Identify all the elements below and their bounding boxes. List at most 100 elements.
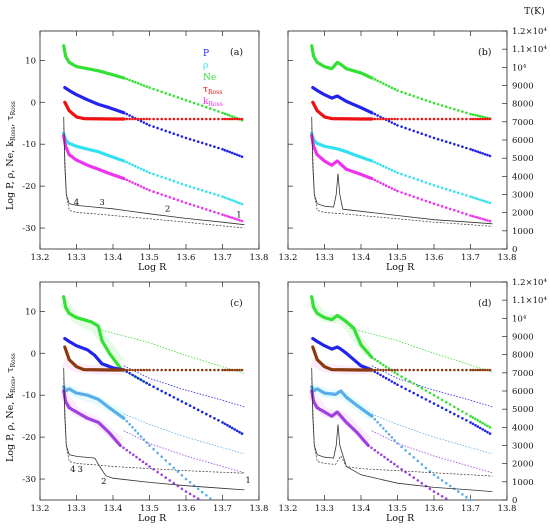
panel-d-series-ross-point xyxy=(396,368,399,372)
panel-d-series-kross-point xyxy=(420,481,424,485)
panel-a-series-ne-point xyxy=(139,83,143,86)
panel-b-series-ross-point xyxy=(396,117,399,121)
panel-b-series-ne-point xyxy=(448,106,452,110)
panel-b-series--point xyxy=(384,166,388,169)
panel-d-series--point xyxy=(461,493,464,496)
panel-b-series-ross-point xyxy=(461,117,464,121)
panel-d-series-ross-point xyxy=(379,368,382,372)
panel-a-series-p-point xyxy=(196,140,200,143)
panel-c-series--point xyxy=(168,462,172,466)
panel-a-series-ross-point xyxy=(200,117,204,121)
panel-d-series-ne-point xyxy=(478,420,482,424)
panel-b-y2-tick-label: 1000 xyxy=(512,227,534,237)
panel-b-series-kross-point xyxy=(420,198,424,201)
panel-d-series--point xyxy=(424,466,428,470)
panel-b-series-p-point xyxy=(436,137,440,141)
panel-a-series-ross-point xyxy=(228,117,232,121)
panel-d-series-p-point xyxy=(453,412,456,416)
panel-d-series-ross-line xyxy=(311,345,374,372)
panel-label-a: (a) xyxy=(230,47,243,58)
panel-a-series-kross-point xyxy=(200,206,204,210)
panel-a-series-ne-point xyxy=(180,97,184,101)
panel-d-series-kross-point xyxy=(370,446,373,450)
panel-b-series-kross-point xyxy=(412,195,416,198)
panel-c-series-p-point xyxy=(217,419,220,422)
panel-d-y2-tick-label: 7000 xyxy=(512,369,534,379)
panel-d-series-ross-point xyxy=(420,368,424,372)
panel-c-series-ross-point xyxy=(213,368,216,372)
panel-b-y2-tick-label: 0 xyxy=(512,245,517,255)
panel-a-series-ross-point xyxy=(180,117,184,121)
panel-c-series-ross-point xyxy=(209,368,212,372)
panel-b-series-kross-point xyxy=(428,201,432,204)
panel-a-series-kross-point xyxy=(136,183,140,187)
panel-c-x-tick-label: 13.3 xyxy=(67,504,86,514)
panel-c-series--point xyxy=(176,470,180,473)
panel-d-series-ne-point xyxy=(481,421,485,425)
panel-d-series-ross-point xyxy=(469,368,472,372)
panel-b-series--point xyxy=(478,198,482,202)
panel-a-series-ne-point xyxy=(164,91,167,95)
panel-b-series--point xyxy=(488,201,492,205)
panel-d-series-p-line xyxy=(311,337,374,372)
panel-c-series-ross-point xyxy=(136,368,140,372)
panel-c-series-ne-line xyxy=(62,295,122,370)
panel-b-series--point xyxy=(408,175,412,179)
panel-a-series--point xyxy=(200,189,204,192)
panel-a-series--point xyxy=(240,202,244,206)
panel-d-series-p-point xyxy=(416,393,420,397)
panel-c-series-ross-point xyxy=(164,368,167,372)
panel-d-series-ross-point xyxy=(471,368,475,372)
panel-c-series-kross-point xyxy=(192,495,196,498)
panel-b-series-kross-point xyxy=(488,219,492,223)
panel-a-series-kross-point xyxy=(233,217,236,220)
panel-b-series--point xyxy=(471,196,475,199)
panel-d-series-kross-point xyxy=(367,444,370,447)
panel-b-series-p-point xyxy=(461,145,464,148)
panel-c-series-p-point xyxy=(145,381,148,385)
panel-a-series-kross-point xyxy=(131,181,134,184)
panel-d-series-p-point xyxy=(400,385,403,389)
panel-a-series--point xyxy=(235,200,239,204)
panel-c-series--point xyxy=(156,451,159,455)
panel-c-series-kross-point xyxy=(188,492,192,496)
panel-b-series-kross-point xyxy=(471,214,475,218)
panel-a-series-p-point xyxy=(192,139,196,142)
panel-c-series--point xyxy=(128,423,131,426)
panel-d-dotted-curve xyxy=(371,413,493,455)
panel-d-series-ne-point xyxy=(428,391,432,395)
panel-d-series-ne-point xyxy=(474,417,477,421)
panel-a-y-tick-label: -10 xyxy=(22,140,36,150)
panel-a-series-ne-point xyxy=(228,114,232,117)
panel-b-series-kross-point xyxy=(373,178,377,182)
panel-b-series--point xyxy=(474,196,477,200)
panel-d-series-ne-point xyxy=(424,389,428,392)
panel-a-series-ross-point xyxy=(156,117,159,121)
panel-b-series-p-point xyxy=(478,151,482,154)
panel-b-series-ross-point xyxy=(373,117,377,121)
panel-a-series-ross-point xyxy=(122,117,126,121)
panel-c-series-ross-point xyxy=(184,368,188,372)
panel-a-series-ross-point xyxy=(223,117,227,121)
panel-a-series-p-point xyxy=(228,150,232,154)
panel-a-series-kross-point xyxy=(172,197,176,200)
panel-d-series-p-point xyxy=(404,387,407,391)
panel-b-series--point xyxy=(444,187,448,191)
panel-b-series-ne-point xyxy=(478,114,482,118)
panel-c-series-p-point xyxy=(184,402,188,405)
panel-a-series-ross-point xyxy=(213,117,216,121)
panel-d-series-kross-point xyxy=(376,451,380,454)
panel-d-series--point xyxy=(396,442,399,445)
panel-b-series-ross-point xyxy=(404,117,407,121)
panel-a-series-p-point xyxy=(164,129,167,133)
panel-b-series-ne-point xyxy=(444,105,448,108)
panel-c-series-ross-point xyxy=(180,368,184,372)
panel-c-series-kross-point xyxy=(119,444,122,447)
panel-a-temperature-curve-dotted xyxy=(63,127,245,229)
panel-b-series-ne-point xyxy=(408,93,412,96)
panel-b-series-ross-point xyxy=(393,117,397,121)
panel-b-series--point xyxy=(457,191,460,195)
panel-b-series-ross-point xyxy=(420,117,424,121)
panel-c-series-ross-point xyxy=(205,368,208,372)
panel-b-y2-tick-label: 6000 xyxy=(512,136,534,146)
